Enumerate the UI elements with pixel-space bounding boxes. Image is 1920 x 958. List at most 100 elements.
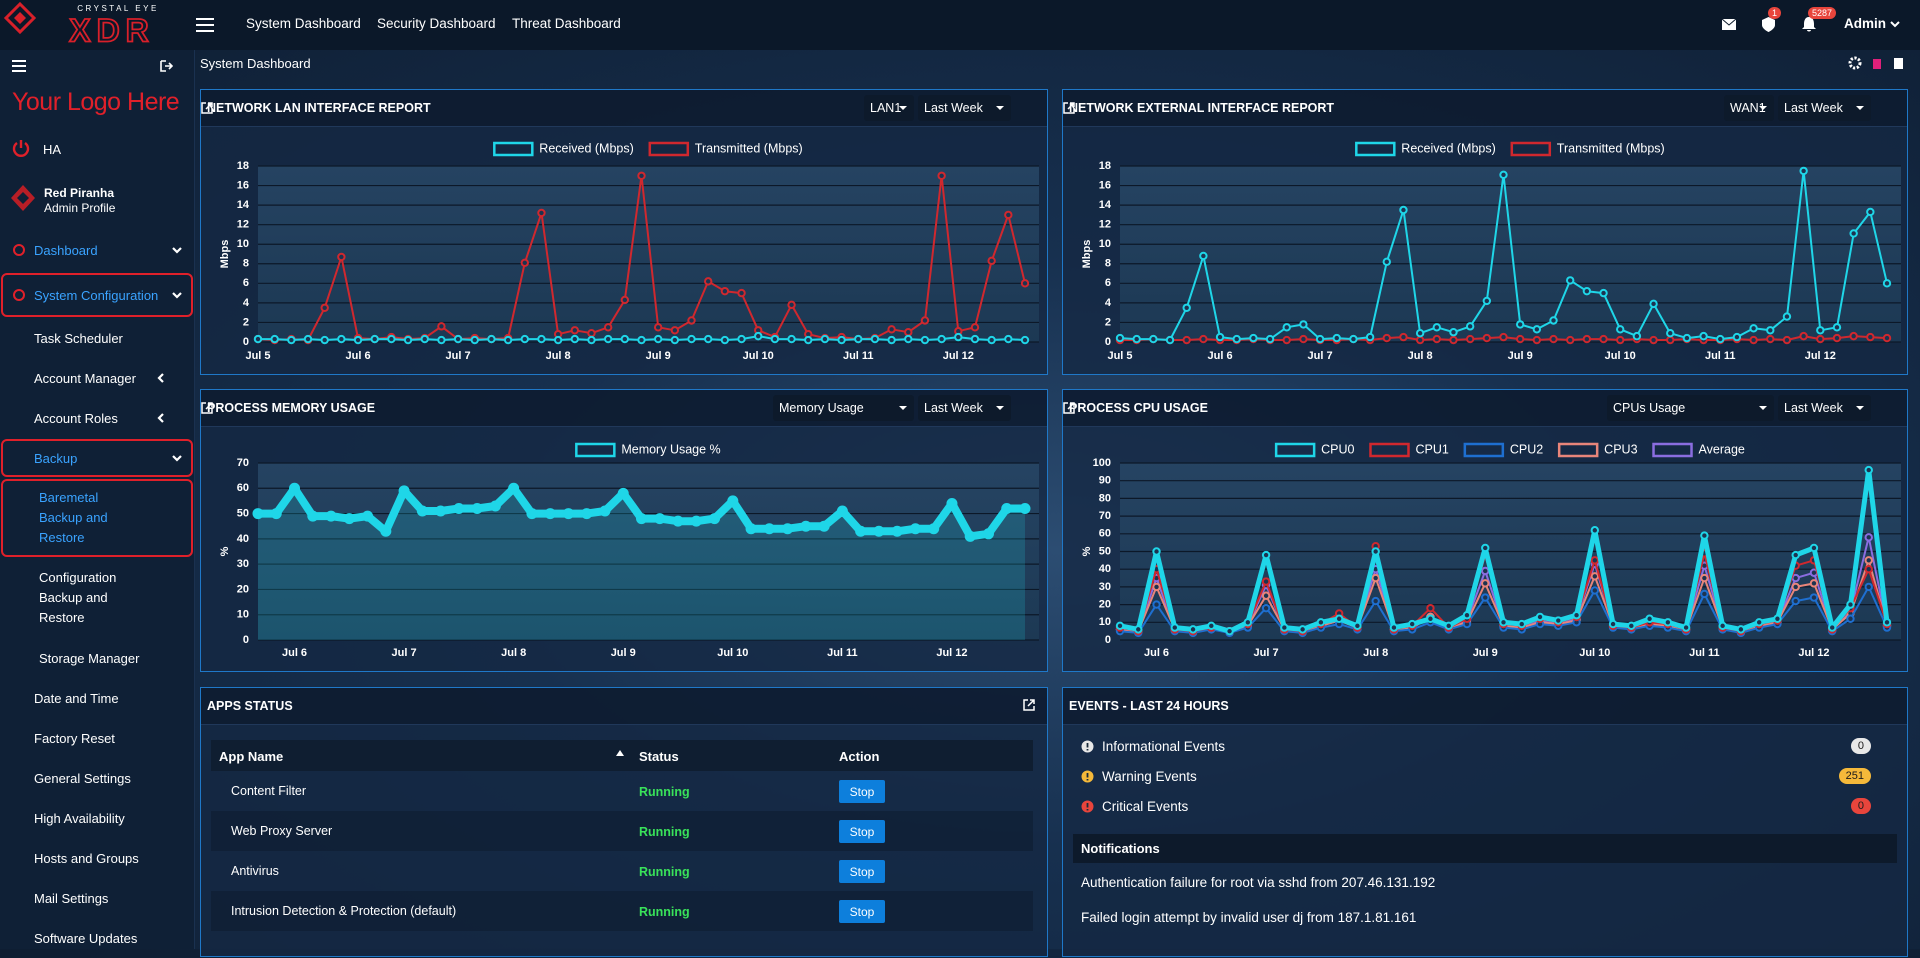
data-point bbox=[471, 503, 483, 515]
sidebar: Your Logo Here HA Red Piranha Admin Prof… bbox=[0, 50, 195, 949]
app-name: Content Filter bbox=[231, 784, 307, 798]
data-point bbox=[1666, 329, 1675, 338]
bell-icon[interactable] bbox=[1802, 17, 1816, 32]
notification[interactable]: Authentication failure for root via sshd… bbox=[1081, 875, 1436, 890]
x-tick-label: Jul 11 bbox=[827, 647, 858, 659]
menu-item[interactable]: Task Scheduler bbox=[0, 318, 194, 358]
dropdown[interactable]: Last Week bbox=[918, 395, 1011, 421]
ha-label[interactable]: HA bbox=[43, 142, 62, 157]
dropdown[interactable]: Last Week bbox=[1778, 95, 1871, 121]
menu-item[interactable]: Account Roles bbox=[0, 398, 194, 438]
data-point bbox=[1782, 312, 1792, 321]
menu-item[interactable]: General Settings bbox=[0, 758, 194, 798]
event-row: Informational Events 0 bbox=[1081, 736, 1889, 756]
data-point bbox=[1444, 621, 1453, 631]
expand-icon[interactable] bbox=[201, 102, 213, 114]
sidebar-toggle[interactable] bbox=[12, 60, 26, 72]
event-icon bbox=[1081, 740, 1094, 752]
nav-link[interactable]: Security Dashboard bbox=[377, 16, 496, 31]
stop-button[interactable]: Stop bbox=[839, 780, 885, 803]
user-menu[interactable]: Admin bbox=[1844, 16, 1900, 31]
x-tick-label: Jul 11 bbox=[1689, 647, 1720, 659]
menu-item[interactable]: Dashboard bbox=[0, 228, 194, 272]
data-point bbox=[437, 335, 446, 345]
x-tick-label: Jul 9 bbox=[1473, 647, 1498, 659]
menu-label: Factory Reset bbox=[34, 730, 115, 746]
app-name: Web Proxy Server bbox=[231, 824, 333, 838]
column-header[interactable]: App Name bbox=[219, 749, 284, 764]
legend-swatch bbox=[1274, 442, 1316, 458]
expand-icon[interactable] bbox=[1023, 699, 1035, 711]
dropdown[interactable]: Last Week bbox=[918, 95, 1011, 121]
data-point bbox=[1782, 335, 1792, 345]
shield-icon[interactable] bbox=[1762, 17, 1775, 32]
data-point bbox=[637, 171, 646, 180]
data-point bbox=[1681, 623, 1691, 632]
nav-link[interactable]: System Dashboard bbox=[246, 16, 361, 31]
menu-item[interactable]: Mail Settings bbox=[0, 878, 194, 918]
chart-panel: PROCESS CPU USAGE CPUs Usage Last Week 0 10 2… bbox=[1062, 389, 1908, 672]
data-point bbox=[1515, 334, 1525, 344]
expand-icon[interactable] bbox=[201, 402, 213, 414]
data-point bbox=[1407, 619, 1417, 629]
data-point bbox=[1554, 616, 1563, 625]
chart-panel: NETWORK LAN INTERFACE REPORT LAN1 Last Wee… bbox=[200, 89, 1048, 375]
data-point bbox=[435, 505, 447, 517]
menu-item[interactable]: Baremetal Backup and Restore bbox=[0, 478, 194, 558]
data-point bbox=[620, 295, 630, 305]
dropdown[interactable]: WAN1 bbox=[1724, 95, 1774, 121]
menu-item[interactable]: Software Updates bbox=[0, 918, 194, 958]
event-label: Informational Events bbox=[1102, 738, 1226, 754]
logout-icon[interactable] bbox=[160, 60, 173, 72]
expand-icon[interactable] bbox=[1063, 402, 1075, 414]
menu-item[interactable]: Date and Time bbox=[0, 678, 194, 718]
menu-item[interactable]: System Configuration bbox=[0, 272, 194, 318]
menu-item[interactable]: Factory Reset bbox=[0, 718, 194, 758]
stop-button[interactable]: Stop bbox=[839, 900, 885, 923]
menu-item[interactable]: Storage Manager bbox=[0, 638, 194, 678]
menu-item[interactable]: Hosts and Groups bbox=[0, 838, 194, 878]
data-point bbox=[1207, 621, 1216, 631]
stop-button[interactable]: Stop bbox=[839, 860, 885, 883]
data-point bbox=[420, 334, 429, 344]
menu-toggle[interactable] bbox=[196, 17, 214, 33]
dropdown[interactable]: Memory Usage bbox=[773, 395, 914, 421]
dropdown[interactable]: CPUs Usage bbox=[1607, 395, 1774, 421]
settings-icon[interactable] bbox=[1848, 56, 1862, 70]
data-point bbox=[653, 334, 663, 344]
data-point bbox=[562, 508, 574, 520]
profile-role[interactable]: Admin Profile bbox=[44, 201, 116, 215]
menu-item[interactable]: Backup bbox=[0, 438, 194, 478]
dropdown[interactable]: LAN1 bbox=[864, 95, 914, 121]
data-point bbox=[1020, 279, 1030, 288]
mail-icon[interactable] bbox=[1722, 19, 1736, 30]
data-point bbox=[1315, 334, 1325, 344]
chevron bbox=[172, 292, 182, 299]
menu-label-line: Backup and bbox=[39, 590, 108, 605]
menu-item[interactable]: Configuration Backup and Restore bbox=[0, 558, 194, 638]
book-icon[interactable] bbox=[1894, 58, 1903, 69]
menu-item[interactable]: High Availability bbox=[0, 798, 194, 838]
sidebar-toggle-icon bbox=[12, 60, 26, 72]
x-tick-label: Jul 12 bbox=[1805, 350, 1836, 362]
data-point bbox=[1632, 331, 1642, 341]
expand-path bbox=[1063, 102, 1075, 114]
y-tick-label: 90 bbox=[1099, 475, 1111, 487]
data-point bbox=[737, 288, 746, 298]
chevron-path bbox=[1890, 21, 1900, 28]
nav-link[interactable]: Threat Dashboard bbox=[512, 16, 621, 31]
stop-button[interactable]: Stop bbox=[839, 820, 885, 843]
notification-badge: 1 bbox=[1768, 7, 1782, 19]
x-tick-label: Jul 6 bbox=[282, 647, 307, 659]
y-tick-label: 10 bbox=[1099, 238, 1111, 250]
menu-item[interactable]: Account Manager bbox=[0, 358, 194, 398]
chevron-path bbox=[157, 413, 164, 423]
notification[interactable]: Failed login attempt by invalid user dj … bbox=[1081, 910, 1417, 925]
plot-area bbox=[258, 166, 1039, 342]
legend-swatch bbox=[1463, 442, 1505, 458]
expand-icon[interactable] bbox=[1063, 102, 1075, 114]
data-point bbox=[1432, 323, 1442, 332]
dropdown[interactable]: Last Week bbox=[1778, 395, 1871, 421]
data-point bbox=[526, 508, 538, 520]
delete-icon[interactable] bbox=[1873, 59, 1881, 69]
